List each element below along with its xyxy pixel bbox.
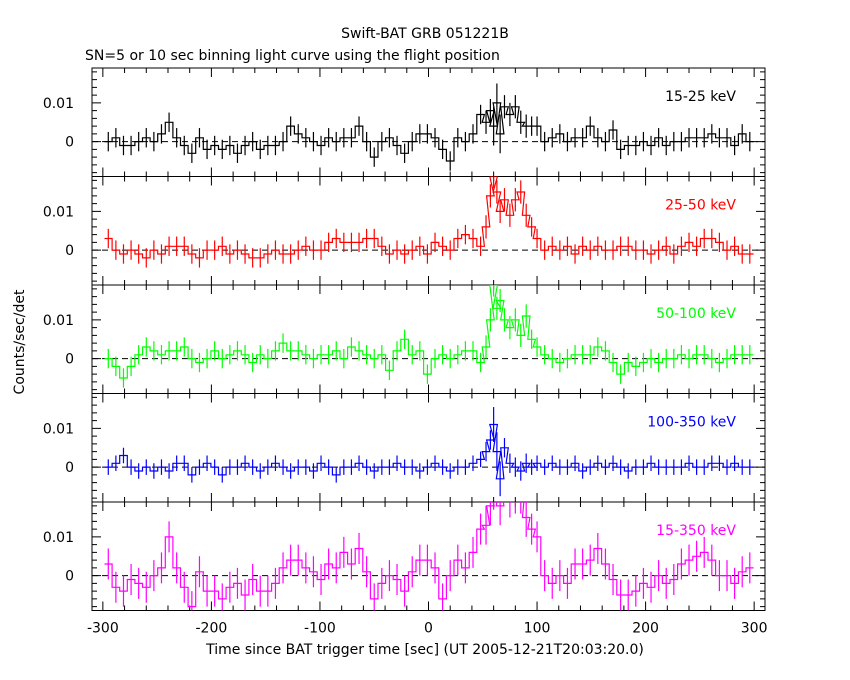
step-line xyxy=(104,102,754,162)
x-tick-label: -300 xyxy=(87,621,119,637)
panel-frame xyxy=(91,67,766,177)
step-line xyxy=(104,176,754,259)
y-tick-label: 0 xyxy=(65,460,74,476)
panel-1: 0.01 0 15-25 keV xyxy=(43,67,766,177)
band-label: 25-50 keV xyxy=(665,198,736,214)
band-label: 15-25 keV xyxy=(665,89,736,105)
band-label: 50-100 keV xyxy=(656,306,736,322)
x-tick-label: 100 xyxy=(524,621,551,637)
y-tick-label: 0.01 xyxy=(43,421,74,437)
y-axis-label: Counts/sec/det xyxy=(12,289,28,394)
panel-frame xyxy=(91,284,766,394)
x-tick-label: -200 xyxy=(196,621,228,637)
band-label: 100-350 keV xyxy=(647,415,736,431)
step-line xyxy=(104,502,754,608)
y-tick-label: 0.01 xyxy=(43,204,74,220)
chart-title: Swift-BAT GRB 051221B xyxy=(341,26,509,42)
panel-frame xyxy=(91,393,766,503)
x-tick-label: 300 xyxy=(741,621,768,637)
step-line xyxy=(104,285,754,379)
panel-3: 0.01 0 50-100 keV xyxy=(43,284,766,394)
chart-subtitle: SN=5 or 10 sec binning light curve using… xyxy=(85,48,500,64)
y-tick-label: 0 xyxy=(65,352,74,368)
panel-frame xyxy=(91,176,766,286)
panel-frame xyxy=(91,501,766,611)
x-tick-label: 0 xyxy=(424,621,433,637)
step-line xyxy=(104,423,754,480)
panel-4: 0.01 0 100-350 keV xyxy=(43,393,766,503)
band-label: 15-350 keV xyxy=(656,523,736,539)
x-tick-label: 200 xyxy=(632,621,659,637)
series-3 xyxy=(104,285,754,388)
series-4 xyxy=(104,407,754,497)
panels: 0.01 0 15-25 keV 0.01 0 25-50 keV 0.01 0 50-100 … xyxy=(43,67,768,637)
x-axis-label: Time since BAT trigger time [sec] (UT 20… xyxy=(205,642,644,658)
y-tick-label: 0 xyxy=(65,243,74,259)
x-tick-label: -100 xyxy=(304,621,336,637)
series-5 xyxy=(104,502,754,611)
series-2 xyxy=(104,176,754,268)
y-tick-label: 0.01 xyxy=(43,530,74,546)
panel-5: 0.01 0 15-350 keV xyxy=(43,501,766,611)
y-tick-label: 0.01 xyxy=(43,96,74,112)
panel-2: 0.01 0 25-50 keV xyxy=(43,176,766,286)
y-tick-label: 0.01 xyxy=(43,313,74,329)
y-tick-label: 0 xyxy=(65,569,74,585)
y-tick-label: 0 xyxy=(65,135,74,151)
series-1 xyxy=(104,83,754,171)
